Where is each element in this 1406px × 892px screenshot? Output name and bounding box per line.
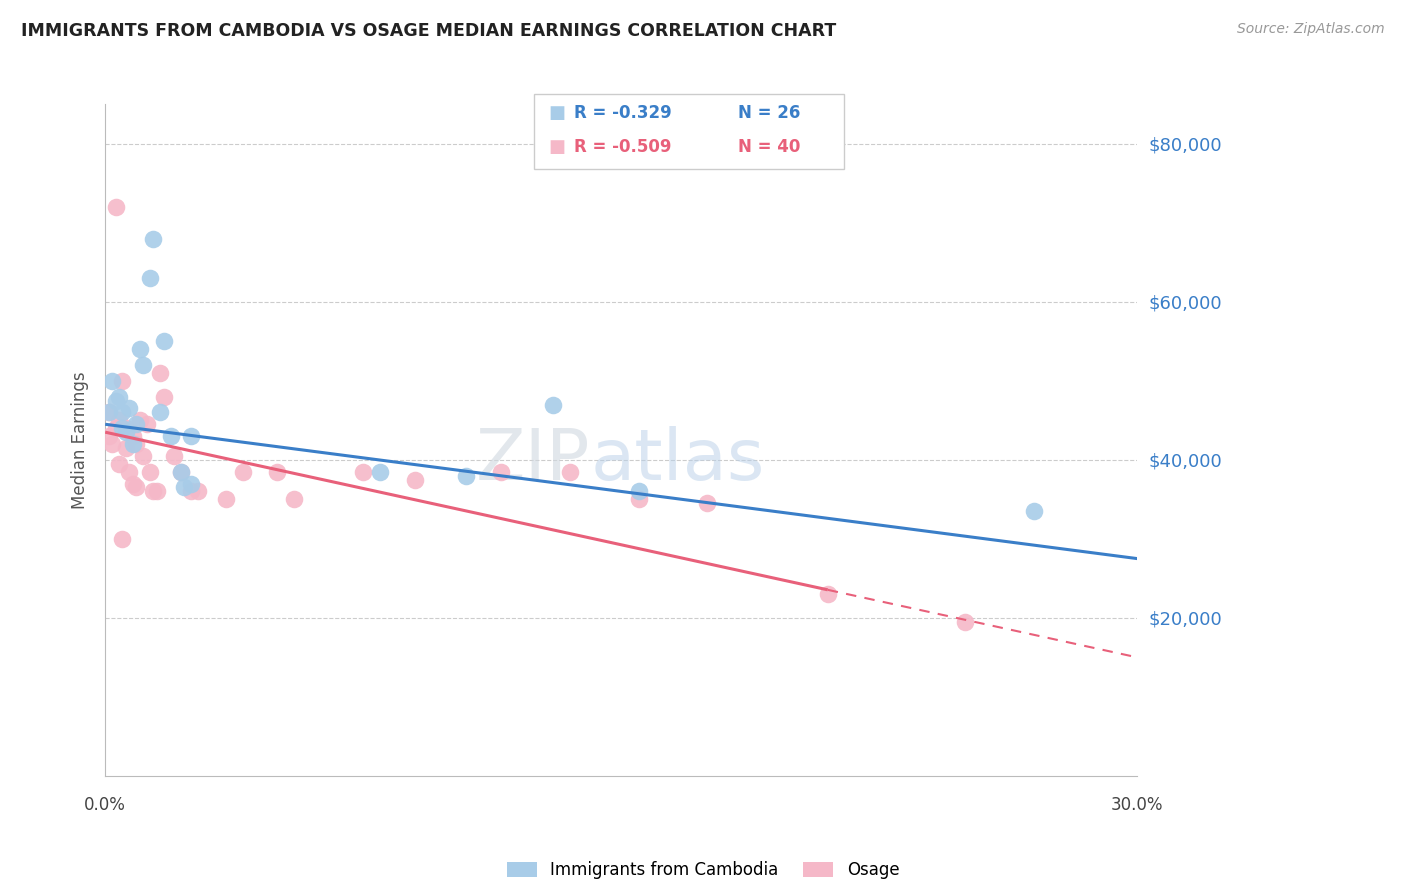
- Point: [696, 496, 718, 510]
- Point: [128, 342, 150, 356]
- Point: [152, 390, 174, 404]
- Point: [125, 437, 148, 451]
- Point: [101, 374, 124, 388]
- Text: ■: ■: [548, 104, 565, 122]
- Point: [163, 449, 186, 463]
- Point: [139, 465, 162, 479]
- Point: [627, 484, 650, 499]
- Point: [370, 465, 392, 479]
- Point: [558, 465, 581, 479]
- Point: [266, 465, 288, 479]
- Point: [135, 417, 157, 432]
- Y-axis label: Median Earnings: Median Earnings: [72, 371, 89, 509]
- Point: [104, 200, 127, 214]
- Point: [121, 429, 143, 443]
- Point: [180, 484, 202, 499]
- Point: [817, 587, 839, 601]
- Point: [111, 374, 134, 388]
- Point: [115, 425, 138, 440]
- Point: [180, 429, 202, 443]
- Point: [97, 429, 120, 443]
- Text: N = 40: N = 40: [738, 138, 800, 156]
- Point: [146, 484, 169, 499]
- Point: [404, 473, 426, 487]
- Text: IMMIGRANTS FROM CAMBODIA VS OSAGE MEDIAN EARNINGS CORRELATION CHART: IMMIGRANTS FROM CAMBODIA VS OSAGE MEDIAN…: [21, 22, 837, 40]
- Point: [118, 401, 141, 416]
- Point: [139, 271, 162, 285]
- Point: [115, 421, 138, 435]
- Point: [97, 405, 120, 419]
- Point: [128, 413, 150, 427]
- Point: [111, 405, 134, 419]
- Point: [104, 421, 127, 435]
- Text: N = 26: N = 26: [738, 104, 800, 122]
- Point: [1024, 504, 1046, 518]
- Point: [489, 465, 512, 479]
- Point: [180, 476, 202, 491]
- Point: [170, 465, 193, 479]
- Point: [108, 413, 131, 427]
- Point: [118, 465, 141, 479]
- Text: ■: ■: [548, 138, 565, 156]
- Point: [111, 532, 134, 546]
- Text: 30.0%: 30.0%: [1111, 796, 1164, 814]
- Point: [142, 231, 165, 245]
- Point: [149, 366, 172, 380]
- Point: [108, 457, 131, 471]
- Legend: Immigrants from Cambodia, Osage: Immigrants from Cambodia, Osage: [506, 861, 900, 880]
- Point: [232, 465, 254, 479]
- Point: [170, 465, 193, 479]
- Text: ZIP: ZIP: [475, 425, 591, 495]
- Point: [187, 484, 209, 499]
- Point: [115, 441, 138, 455]
- Point: [214, 492, 236, 507]
- Point: [132, 449, 155, 463]
- Point: [104, 393, 127, 408]
- Point: [159, 429, 181, 443]
- Text: 0.0%: 0.0%: [84, 796, 127, 814]
- Point: [541, 397, 564, 411]
- Text: atlas: atlas: [591, 425, 765, 495]
- Point: [125, 417, 148, 432]
- Point: [283, 492, 305, 507]
- Point: [627, 492, 650, 507]
- Point: [132, 358, 155, 372]
- Point: [125, 481, 148, 495]
- Text: R = -0.329: R = -0.329: [574, 104, 672, 122]
- Point: [149, 405, 172, 419]
- Text: Source: ZipAtlas.com: Source: ZipAtlas.com: [1237, 22, 1385, 37]
- Point: [173, 481, 195, 495]
- Point: [152, 334, 174, 349]
- Text: R = -0.509: R = -0.509: [574, 138, 671, 156]
- Point: [121, 437, 143, 451]
- Point: [97, 405, 120, 419]
- Point: [111, 421, 134, 435]
- Point: [456, 468, 478, 483]
- Point: [955, 615, 977, 629]
- Point: [108, 390, 131, 404]
- Point: [101, 437, 124, 451]
- Point: [352, 465, 374, 479]
- Point: [142, 484, 165, 499]
- Point: [121, 476, 143, 491]
